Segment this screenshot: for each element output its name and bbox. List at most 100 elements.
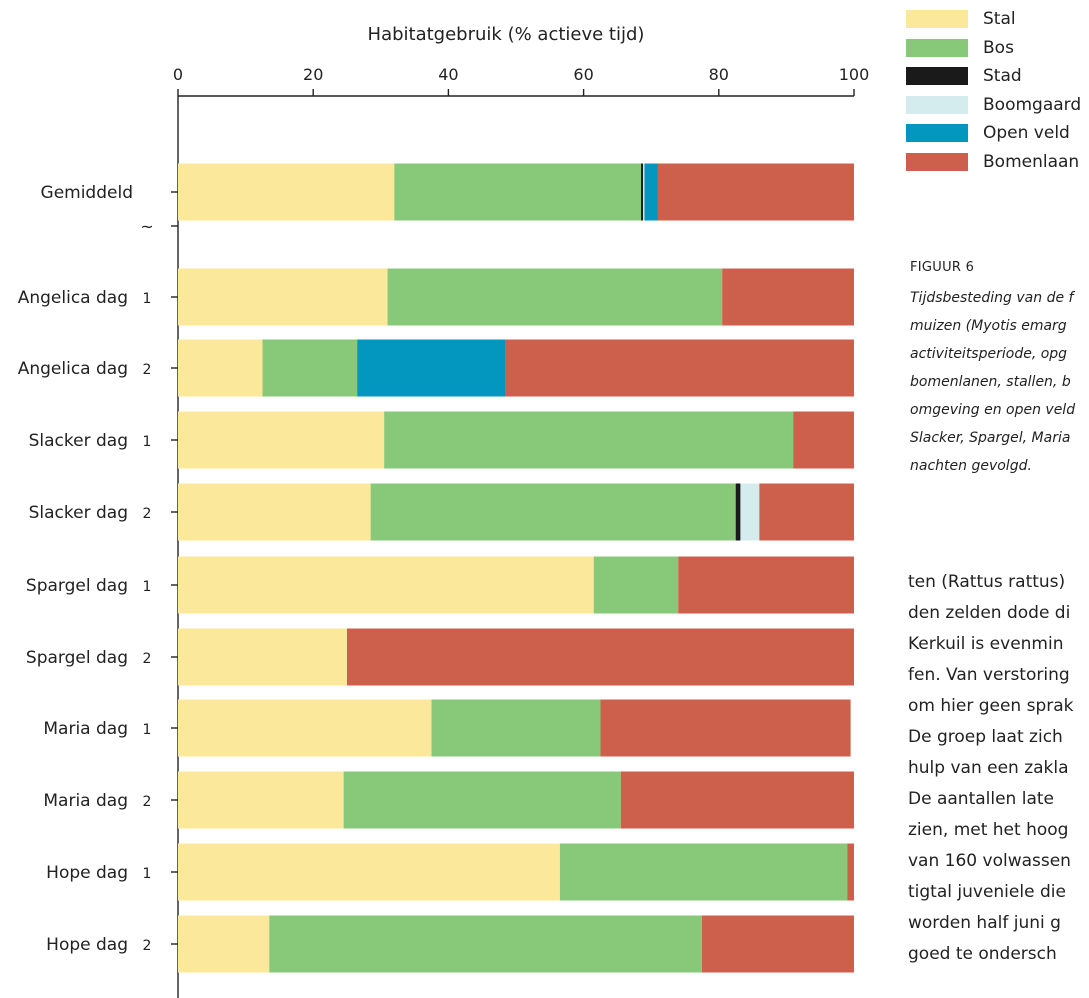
body-line: Kerkuil is evenmin [908, 634, 1064, 654]
bar-segment-stal [178, 628, 347, 686]
category-label: Hope dag [46, 863, 128, 883]
body-line: zien, met het hoog [908, 820, 1069, 840]
bar-segment-boomgaard [740, 483, 760, 541]
x-ticks: 0 20 40 60 80 100 [173, 65, 869, 96]
bar-segment-bos [387, 268, 723, 326]
legend-label: Boomgaard [983, 94, 1082, 115]
legend-label: Stad [983, 66, 1022, 86]
body-line: tigtal juveniele die [908, 882, 1066, 902]
bar-segment-bomenlaan [722, 268, 854, 326]
category-label: Slacker dag [29, 503, 128, 523]
bar-segment-boomgaard [643, 163, 645, 221]
category-day: 2 [143, 362, 152, 378]
category-label: Gemiddeld [41, 183, 133, 203]
bar-segment-bomenlaan [678, 556, 854, 614]
caption-line: Slacker, Spargel, Maria [910, 430, 1071, 446]
caption-line: activiteitsperiode, opg [910, 346, 1068, 362]
x-tick-label: 40 [438, 65, 458, 84]
bar-segment-bomenlaan [505, 339, 854, 397]
bar-segment-stal [178, 163, 395, 221]
legend-label: Bos [983, 37, 1014, 58]
bar-segment-stal [178, 843, 560, 901]
bar-segment-stad [641, 163, 644, 221]
x-tick-label: 20 [303, 65, 323, 84]
bar-segment-bomenlaan [600, 699, 851, 757]
y-labels: Gemiddeld Angelica dag 1 Angelica dag 2 Slack… [18, 183, 178, 955]
bar-segment-stal [178, 411, 385, 469]
bar-segment-bos [269, 915, 702, 973]
category-label: Angelica dag [18, 288, 128, 308]
x-tick-label: 60 [573, 65, 593, 84]
legend-label: Open veld [983, 123, 1070, 143]
category-label: Spargel dag [26, 648, 128, 668]
body-line: goed te ondersch [908, 944, 1057, 964]
bar-segment-bomenlaan [620, 771, 854, 829]
x-tick-label: 100 [839, 65, 870, 84]
x-tick-label: 0 [173, 65, 183, 84]
body-line: De aantallen late [908, 789, 1054, 809]
legend-swatch [906, 10, 968, 28]
bar-segment-bomenlaan [847, 843, 854, 901]
bar-segment-stal [178, 915, 270, 973]
chart-title: Habitatgebruik (% actieve tijd) [368, 24, 645, 45]
category-day: 1 [143, 579, 152, 595]
bar-segment-bomenlaan [701, 915, 854, 973]
category-label: Hope dag [46, 935, 128, 955]
body-line: om hier geen sprak [908, 696, 1074, 716]
bar-segment-bomenlaan [793, 411, 854, 469]
bar-segment-stal [178, 268, 388, 326]
bar-segment-open-veld [357, 339, 506, 397]
bar-segment-bos [559, 843, 848, 901]
category-day: 1 [143, 434, 152, 450]
bar-segment-bos [370, 483, 736, 541]
body-line: van 160 volwassen [908, 851, 1071, 871]
bar-segment-stal [178, 699, 432, 757]
body-line: worden half juni g [908, 913, 1061, 933]
legend-label: Stal [983, 9, 1016, 29]
bar-segment-stal [178, 483, 371, 541]
category-label: Maria dag [43, 791, 128, 811]
caption-line: muizen (Myotis emarg [910, 318, 1067, 334]
legend-swatch [906, 67, 968, 85]
bar-segment-open-veld [644, 163, 658, 221]
category-label: Angelica dag [18, 359, 128, 379]
category-label: Spargel dag [26, 576, 128, 596]
category-day: 1 [143, 291, 152, 307]
category-day: 2 [143, 506, 152, 522]
category-day: 2 [143, 794, 152, 810]
category-day: 1 [143, 722, 152, 738]
category-label: Slacker dag [29, 431, 128, 451]
legend-swatch [906, 38, 968, 57]
bar-segment-bos [394, 163, 642, 221]
legend-swatch [906, 152, 968, 171]
caption-line: Tijdsbesteding van de f [910, 290, 1074, 306]
bar-segment-bos [262, 339, 358, 397]
body-line: hulp van een zakla [908, 758, 1069, 778]
legend-swatch [906, 95, 968, 114]
bar-segment-bomenlaan [347, 628, 854, 686]
caption-line: bomenlanen, stallen, b [910, 374, 1071, 390]
bar-segment-stal [178, 339, 263, 397]
axis-break-marker: ~ [140, 217, 153, 236]
bar-segment-bos [343, 771, 621, 829]
x-tick-label: 80 [709, 65, 729, 84]
bar-segment-bomenlaan [657, 163, 854, 221]
body-line: De groep laat zich [908, 727, 1063, 747]
bar-segment-bos [593, 556, 679, 614]
category-label: Maria dag [43, 719, 128, 739]
bars [178, 163, 854, 973]
caption-line: omgeving en open veld [910, 402, 1076, 418]
bar-segment-stal [178, 771, 344, 829]
bar-segment-stad [735, 483, 741, 541]
category-day: 2 [143, 938, 152, 954]
caption-line: nachten gevolgd. [910, 458, 1032, 474]
figure-heading: FIGUUR 6 [910, 260, 975, 275]
legend-swatch [906, 124, 968, 142]
bar-segment-stal [178, 556, 594, 614]
bar-segment-bomenlaan [759, 483, 854, 541]
body-line: den zelden dode di [908, 603, 1071, 623]
category-day: 2 [143, 651, 152, 667]
body-line: fen. Van verstoring [908, 665, 1070, 685]
bar-segment-bos [431, 699, 601, 757]
